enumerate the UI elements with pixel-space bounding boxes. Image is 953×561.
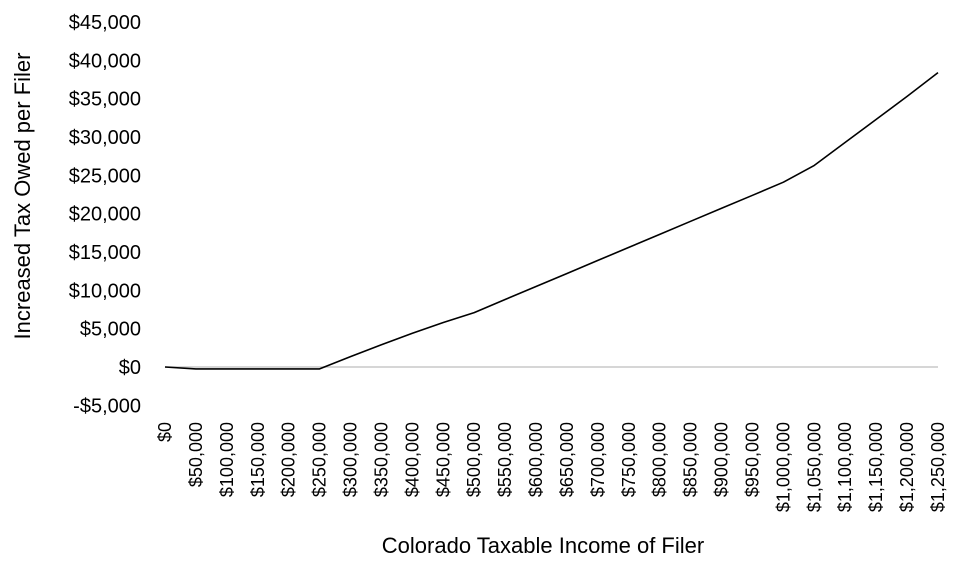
x-tick-label: $850,000 xyxy=(681,422,701,497)
x-tick-label: $300,000 xyxy=(341,422,361,497)
y-tick-label: $0 xyxy=(119,357,141,379)
x-axis-tick-labels: $0 $50,000 $100,000 $150,000 $200,000 $250,00… xyxy=(155,422,948,512)
x-tick-label: $1,200,000 xyxy=(897,422,917,512)
x-tick-label: $1,050,000 xyxy=(804,422,824,512)
y-tick-label: $30,000 xyxy=(69,127,141,149)
y-tick-label: $40,000 xyxy=(69,50,141,72)
x-tick-label: $900,000 xyxy=(712,422,732,497)
x-tick-label: $800,000 xyxy=(650,422,670,497)
x-tick-label: $100,000 xyxy=(217,422,237,497)
x-tick-label: $1,100,000 xyxy=(835,422,855,512)
x-tick-label: $0 xyxy=(155,422,175,442)
x-axis-title: Colorado Taxable Income of Filer xyxy=(382,533,704,558)
x-tick-label: $450,000 xyxy=(433,422,453,497)
x-tick-label: $950,000 xyxy=(742,422,762,497)
x-tick-label: $400,000 xyxy=(402,422,422,497)
y-tick-label: $20,000 xyxy=(69,204,141,226)
series-group xyxy=(164,71,939,370)
x-tick-label: $550,000 xyxy=(495,422,515,497)
x-tick-label: $750,000 xyxy=(619,422,639,497)
x-tick-label: $250,000 xyxy=(310,422,330,497)
y-axis-title: Increased Tax Owed per Filer xyxy=(10,53,35,340)
x-tick-label: $500,000 xyxy=(464,422,484,497)
y-axis-tick-labels: $45,000 $40,000 $35,000 $30,000 $25,000 $20,0… xyxy=(69,12,141,417)
x-tick-label: $200,000 xyxy=(279,422,299,497)
x-tick-label: $1,000,000 xyxy=(773,422,793,512)
y-tick-label: $15,000 xyxy=(69,242,141,264)
y-tick-label: $10,000 xyxy=(69,280,141,302)
y-tick-label: $5,000 xyxy=(80,319,141,341)
x-tick-label: $650,000 xyxy=(557,422,577,497)
x-tick-label: $150,000 xyxy=(248,422,268,497)
x-tick-label: $700,000 xyxy=(588,422,608,497)
y-tick-label: -$5,000 xyxy=(73,395,141,417)
x-tick-label: $600,000 xyxy=(526,422,546,497)
series-line xyxy=(164,71,939,370)
x-tick-label: $350,000 xyxy=(371,422,391,497)
y-tick-label: $25,000 xyxy=(69,165,141,187)
x-tick-label: $1,150,000 xyxy=(866,422,886,512)
y-tick-label: $45,000 xyxy=(69,12,141,34)
x-tick-label: $50,000 xyxy=(186,422,206,487)
x-tick-label: $1,250,000 xyxy=(928,422,948,512)
y-tick-label: $35,000 xyxy=(69,89,141,111)
